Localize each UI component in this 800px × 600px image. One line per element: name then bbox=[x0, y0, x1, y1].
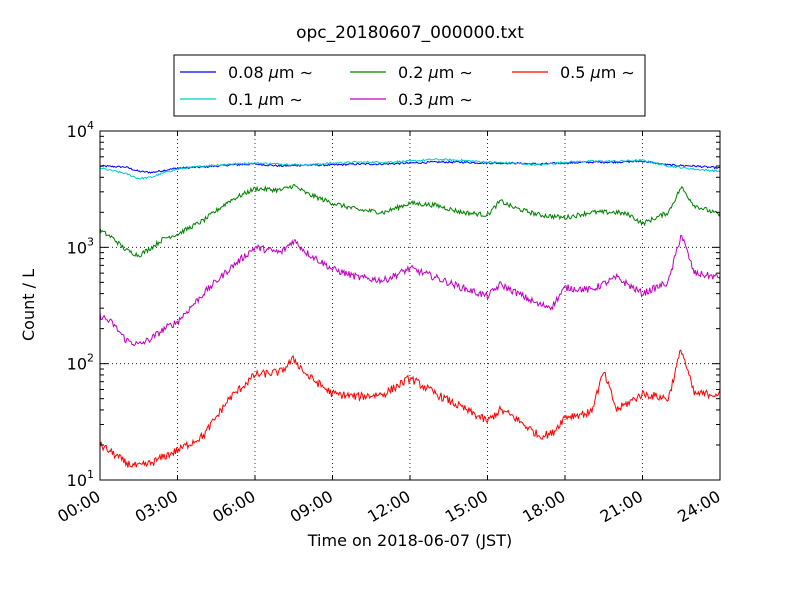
x-tick-label: 18:00 bbox=[519, 487, 568, 527]
legend-label: 0.5 μm ∼ bbox=[560, 63, 635, 82]
x-axis-label: Time on 2018-06-07 (JST) bbox=[307, 531, 512, 550]
x-axis: 00:00 03:00 06:00 09:00 12:00 15:00 18:00 21:00… bbox=[54, 131, 724, 527]
legend-label: 0.2 μm ∼ bbox=[398, 63, 473, 82]
grid bbox=[100, 131, 720, 480]
series-line-0.2 bbox=[99, 184, 721, 258]
y-tick-label: 104 bbox=[67, 119, 94, 141]
x-tick-label: 15:00 bbox=[442, 487, 491, 527]
legend-label: 0.08 μm ∼ bbox=[228, 63, 313, 82]
series-line-0.1 bbox=[99, 157, 721, 180]
legend: 0.08 μm ∼ 0.1 μm ∼ 0.2 μm ∼ 0.3 μm ∼ 0.5 μm … bbox=[173, 54, 646, 117]
x-tick-label: 06:00 bbox=[209, 487, 258, 527]
chart-title: opc_20180607_000000.txt bbox=[296, 23, 524, 43]
x-tick-label: 03:00 bbox=[132, 487, 181, 527]
y-axis: 101 102 103 104 bbox=[67, 119, 720, 490]
legend-label: 0.3 μm ∼ bbox=[398, 90, 473, 109]
series-line-0.5 bbox=[99, 349, 721, 468]
plot-lines bbox=[99, 157, 721, 468]
legend-label: 0.1 μm ∼ bbox=[228, 90, 303, 109]
legend-box bbox=[173, 54, 646, 117]
x-tick-label: 21:00 bbox=[597, 487, 646, 527]
y-axis-label: Count / L bbox=[19, 269, 38, 341]
x-tick-label: 00:00 bbox=[54, 487, 103, 527]
y-tick-label: 103 bbox=[67, 235, 94, 257]
x-tick-label: 12:00 bbox=[364, 487, 413, 527]
series-line-0.3 bbox=[99, 235, 721, 347]
y-tick-label: 102 bbox=[67, 352, 94, 374]
x-tick-label: 24:00 bbox=[674, 487, 723, 527]
y-tick-label: 101 bbox=[67, 468, 94, 490]
x-tick-label: 09:00 bbox=[287, 487, 336, 527]
